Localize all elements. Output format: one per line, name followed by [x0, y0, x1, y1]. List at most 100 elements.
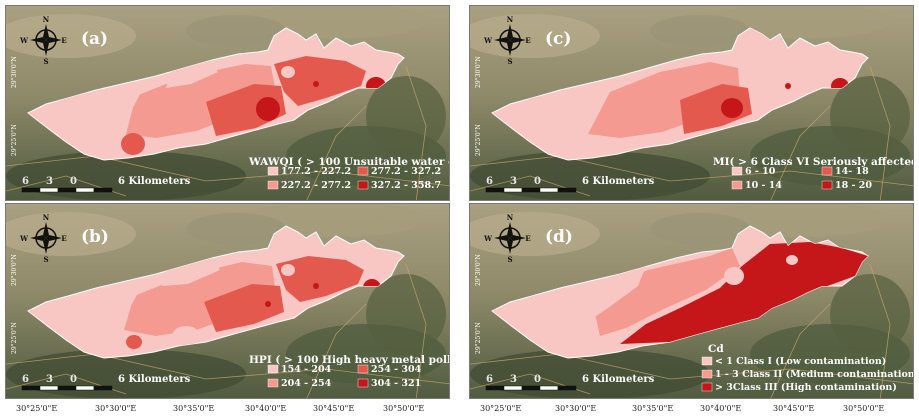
scale-tick: 6: [22, 176, 29, 187]
map-svg-c: N S W E (c) 29°30'0"N 29°25'0"N MI( > 6 Class V…: [470, 6, 913, 200]
road-line: [405, 65, 427, 200]
compass-label: N: [43, 213, 50, 222]
legend-swatch: [821, 180, 833, 190]
contamination-zone-c1: [172, 326, 200, 346]
legend-label: 18 - 20: [835, 180, 872, 191]
road-line: [6, 155, 449, 187]
compass-label: N: [43, 15, 50, 24]
contamination-zone-c2: [124, 262, 276, 336]
scale-tick: 0: [70, 176, 77, 187]
scale-tick: 3: [46, 176, 53, 187]
lat-tick: 29°25'0"N: [475, 322, 482, 354]
legend-label: 14- 18: [835, 166, 869, 177]
contamination-zone-c4: [265, 301, 271, 307]
lat-tick: 29°30'0"N: [475, 56, 482, 88]
lon-tick: 30°30'0"E: [95, 404, 137, 413]
legend-label: 227.2 - 277.2: [281, 180, 351, 191]
legend-label: 154 - 204: [281, 364, 332, 375]
road-line: [306, 105, 367, 200]
legend-swatch: [701, 382, 713, 392]
terrain-patch: [366, 76, 446, 156]
lat-tick: 29°30'0"N: [11, 56, 18, 88]
map-panel-d: N S W E (d) 29°30'0"N 29°25'0"N Cd < 1 Class I (…: [469, 203, 914, 399]
scale-unit: 6 Kilometers: [118, 176, 191, 187]
scale-segment: [557, 385, 577, 391]
panel-label: (b): [81, 227, 109, 247]
scale-unit: 6 Kilometers: [582, 374, 655, 385]
scale-segment: [75, 385, 95, 391]
legend-label: > 3Class III (High contamination): [715, 382, 897, 393]
lon-tick: 30°35'0"E: [632, 404, 674, 413]
scale-bar: 6 3 0 6 Kilometers: [21, 374, 191, 391]
contamination-zone-c1: [492, 80, 616, 148]
road-line: [306, 303, 367, 398]
contamination-zone-c1: [162, 258, 220, 286]
legend-swatch: [357, 378, 369, 388]
road-line: [470, 155, 913, 187]
scale-segment: [57, 385, 77, 391]
scale-segment: [539, 187, 559, 193]
scale-bar: 6 3 0 6 Kilometers: [21, 176, 191, 193]
scale-segment: [521, 385, 541, 391]
terrain-patch: [650, 213, 750, 245]
lon-tick: 30°45'0"E: [773, 404, 815, 413]
road-line: [470, 353, 913, 385]
lat-tick: 29°25'0"N: [475, 124, 482, 156]
contamination-zone-c1: [28, 282, 144, 344]
scale-segment: [503, 187, 523, 193]
contamination-zone-c1: [28, 82, 146, 146]
contamination-zone-c1: [738, 28, 770, 66]
lon-tick: 30°40'0"E: [245, 404, 287, 413]
terrain-patch: [650, 15, 750, 47]
scale-segment: [557, 187, 577, 193]
scale-unit: 6 Kilometers: [118, 374, 191, 385]
legend-label: 6 - 10: [745, 166, 776, 177]
map-svg-a: N S W E (a) 29°30'0"N 29°25'0"N WAWQI ( > 100 U…: [6, 6, 450, 200]
compass-label: E: [61, 36, 66, 45]
compass-label: W: [483, 234, 492, 243]
north-arrow-icon: N S W E: [19, 15, 67, 66]
road-line: [770, 105, 831, 200]
contamination-zone-c3: [121, 133, 145, 155]
contamination-zone-c4: [313, 81, 319, 87]
terrain-patch: [830, 274, 910, 354]
contamination-zone-c1: [281, 66, 295, 78]
compass-label: N: [507, 213, 514, 222]
scale-segment: [21, 187, 41, 193]
legend-swatch: [701, 369, 713, 379]
contamination-zone-c1: [786, 255, 798, 265]
legend-swatch: [731, 166, 743, 176]
scale-segment: [21, 385, 41, 391]
legend-label: 277.2 - 327.2: [371, 166, 441, 177]
scale-tick: 6: [486, 176, 493, 187]
contamination-zone-c4: [256, 97, 280, 121]
contamination-zone-c4: [313, 283, 319, 289]
contamination-zone-c3: [276, 256, 364, 302]
lat-tick: 29°25'0"N: [11, 322, 18, 354]
legend-swatch: [357, 364, 369, 374]
contamination-zone-c1: [166, 60, 218, 88]
lat-tick: 29°25'0"N: [11, 124, 18, 156]
contamination-zone-c1: [760, 63, 780, 81]
contamination-zone-c3: [126, 335, 142, 349]
terrain-patch: [186, 15, 286, 47]
index-title: Cd: [708, 343, 724, 355]
panel-label: (c): [545, 29, 571, 49]
north-arrow-icon: N S W E: [483, 213, 531, 264]
legend-swatch: [357, 166, 369, 176]
lon-tick: 30°40'0"E: [700, 404, 742, 413]
index-title: WAWQI ( > 100 Unsuitable water class ): [248, 156, 450, 168]
scale-tick: 3: [46, 374, 53, 385]
scale-tick: 0: [534, 176, 541, 187]
legend-label: 304 - 321: [371, 378, 421, 389]
compass-label: E: [525, 36, 530, 45]
scale-tick: 6: [22, 374, 29, 385]
compass-label: S: [43, 57, 48, 66]
road-line: [869, 65, 891, 200]
lon-tick: 30°50'0"E: [383, 404, 425, 413]
map-svg-b: N S W E (b) 29°30'0"N 29°25'0"N HPI ( > 100 Hig…: [6, 204, 449, 398]
scale-tick: 3: [510, 176, 517, 187]
scale-segment: [503, 385, 523, 391]
contamination-zone-c2: [588, 62, 740, 138]
contamination-zone-c3: [274, 56, 366, 106]
